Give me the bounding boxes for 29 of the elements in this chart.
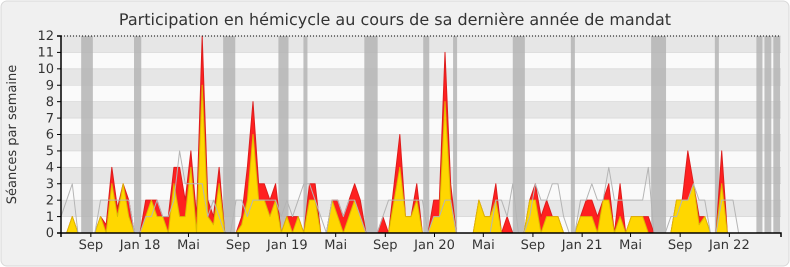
x-tick-label: Jan 22 — [708, 238, 750, 254]
x-tick-label: Mai — [324, 238, 348, 254]
y-tick-label: 9 — [46, 78, 54, 94]
x-tick-label: Mai — [619, 238, 642, 254]
y-tick-label: 8 — [46, 94, 54, 110]
x-tick-label: Sep — [78, 238, 104, 254]
x-tick-label: Jan 18 — [118, 238, 160, 254]
y-tick-label: 6 — [46, 128, 54, 143]
x-tick-label: Jan 21 — [560, 238, 602, 254]
y-tick-label: 7 — [46, 111, 54, 126]
y-tick-label: 11 — [37, 46, 54, 61]
y-axis-title: Séances par semaine — [5, 64, 20, 204]
x-tick-label: Jan 20 — [413, 238, 455, 254]
y-tick-label: 3 — [46, 176, 54, 192]
x-tick-label: Jan 19 — [266, 238, 308, 254]
x-tick-label: Mai — [177, 238, 200, 254]
x-tick-label: Sep — [226, 238, 250, 254]
y-tick-label: 5 — [46, 144, 54, 160]
x-tick-label: Sep — [668, 238, 692, 254]
y-tick-label: 0 — [46, 226, 54, 242]
y-tick-label: 4 — [46, 160, 54, 176]
chart-title: Participation en hémicycle au cours de sa dernière année de mandat — [118, 10, 672, 29]
y-tick-label: 12 — [37, 29, 54, 44]
x-tick-label: Sep — [520, 238, 546, 254]
y-tick-label: 2 — [46, 193, 54, 208]
x-tick-label: Mai — [472, 238, 495, 254]
y-tick-label: 1 — [46, 210, 54, 225]
y-tick-label: 10 — [37, 62, 54, 77]
x-tick-label: Sep — [373, 238, 398, 254]
